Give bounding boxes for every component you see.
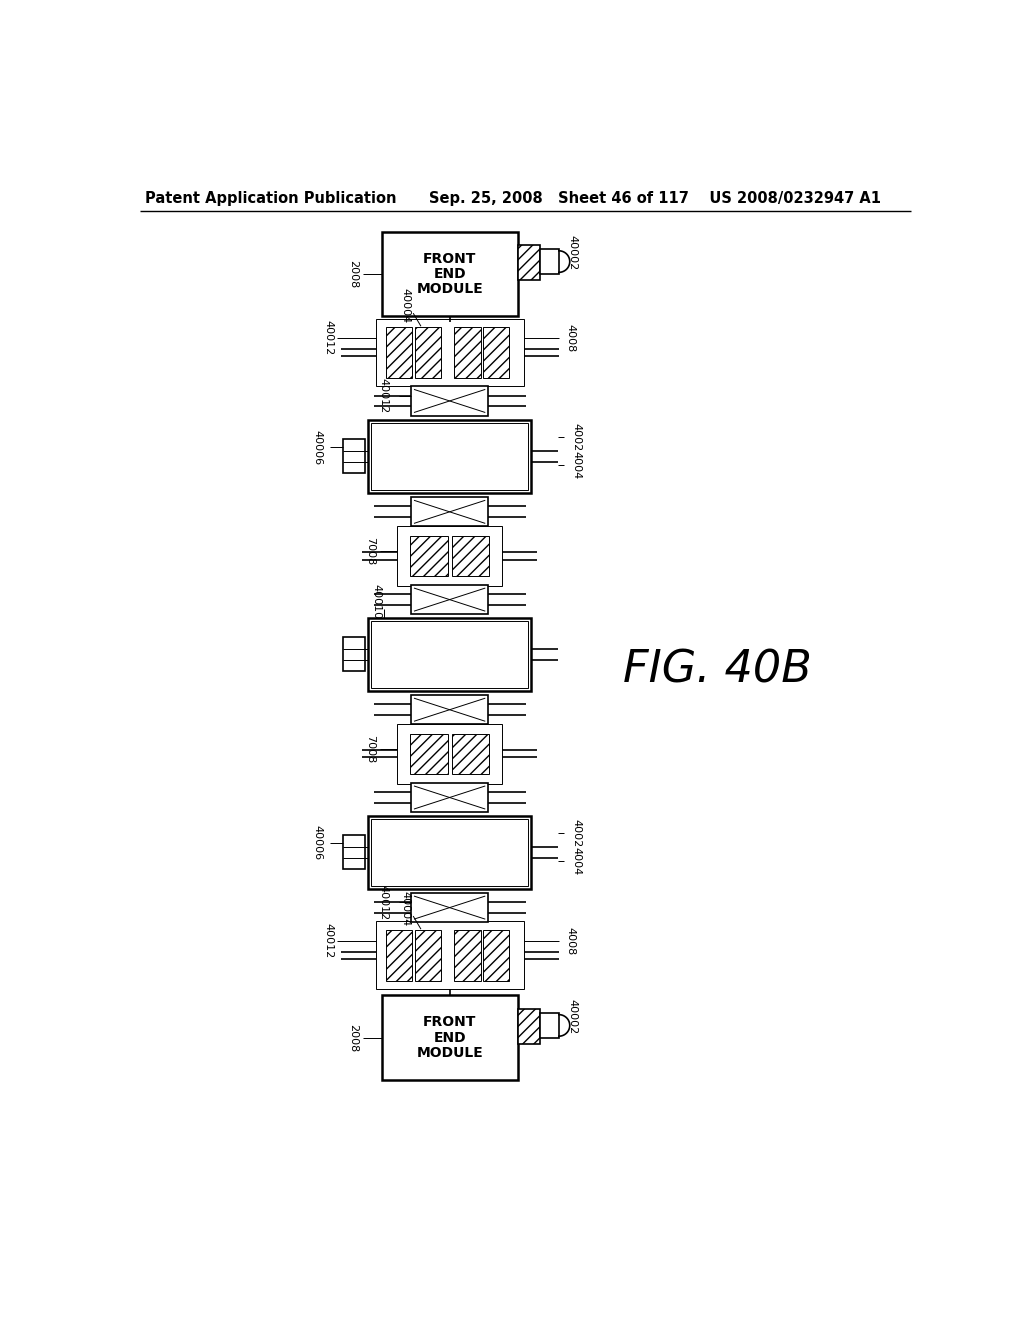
Text: 40006: 40006 xyxy=(313,429,323,465)
Bar xyxy=(411,783,488,812)
Bar xyxy=(376,921,524,989)
Text: 4004: 4004 xyxy=(571,450,581,479)
Bar xyxy=(411,892,488,923)
Bar xyxy=(372,424,528,490)
Bar xyxy=(382,995,518,1080)
Bar xyxy=(375,836,417,847)
Bar xyxy=(477,428,524,486)
Bar xyxy=(375,862,417,874)
Bar xyxy=(410,536,447,576)
Bar xyxy=(386,327,413,378)
Bar xyxy=(343,440,366,474)
Text: 2008: 2008 xyxy=(348,260,357,288)
Bar xyxy=(372,622,528,688)
Text: 7008: 7008 xyxy=(366,735,376,763)
Text: 7008: 7008 xyxy=(366,537,376,565)
Text: 4008: 4008 xyxy=(565,323,575,352)
Text: MODULE: MODULE xyxy=(416,1047,483,1060)
Bar xyxy=(455,929,480,981)
Bar xyxy=(452,734,489,774)
Bar xyxy=(343,638,366,671)
Bar xyxy=(375,428,417,440)
Text: MODULE: MODULE xyxy=(416,282,483,296)
Text: 40004: 40004 xyxy=(400,891,411,927)
Bar xyxy=(375,645,414,660)
Bar xyxy=(375,441,417,451)
Bar xyxy=(375,664,414,680)
Bar xyxy=(397,525,503,586)
Bar xyxy=(369,420,531,494)
Bar xyxy=(540,249,559,275)
Bar xyxy=(369,618,531,692)
Bar xyxy=(518,246,540,280)
Text: Sep. 25, 2008   Sheet 46 of 117    US 2008/0232947 A1: Sep. 25, 2008 Sheet 46 of 117 US 2008/02… xyxy=(429,191,881,206)
Bar xyxy=(375,466,417,478)
Bar xyxy=(518,1010,540,1044)
Bar xyxy=(411,696,488,725)
Bar xyxy=(369,816,531,890)
Text: 40012: 40012 xyxy=(379,378,389,413)
Text: 40012: 40012 xyxy=(379,884,389,920)
Text: 4002: 4002 xyxy=(571,422,581,451)
Bar xyxy=(477,824,524,882)
Bar xyxy=(477,626,524,684)
Text: 2008: 2008 xyxy=(348,1023,357,1052)
Bar xyxy=(483,929,509,981)
Bar xyxy=(411,585,488,614)
Text: 40012: 40012 xyxy=(323,923,333,958)
Bar xyxy=(415,929,441,981)
Bar xyxy=(483,327,509,378)
Text: 40006: 40006 xyxy=(313,825,323,861)
Bar xyxy=(375,453,417,465)
Text: 40010: 40010 xyxy=(371,583,381,619)
Bar xyxy=(411,387,488,416)
Text: FRONT: FRONT xyxy=(423,1015,476,1030)
Text: 4004: 4004 xyxy=(571,846,581,875)
Bar xyxy=(382,231,518,317)
Text: END: END xyxy=(433,1031,466,1044)
Bar xyxy=(375,849,417,861)
Bar xyxy=(386,929,413,981)
Bar xyxy=(343,836,366,869)
Bar xyxy=(452,536,489,576)
Text: FRONT: FRONT xyxy=(423,252,476,265)
Bar xyxy=(376,318,524,387)
Bar xyxy=(397,723,503,784)
Text: 4008: 4008 xyxy=(565,927,575,954)
Text: 40004: 40004 xyxy=(400,288,411,323)
Bar xyxy=(375,824,417,836)
Text: Patent Application Publication: Patent Application Publication xyxy=(145,191,396,206)
Text: 4002: 4002 xyxy=(571,818,581,847)
Text: 40002: 40002 xyxy=(567,235,578,271)
Bar xyxy=(415,327,441,378)
Bar xyxy=(375,626,414,642)
Text: END: END xyxy=(433,267,466,281)
Text: FIG. 40B: FIG. 40B xyxy=(623,649,811,692)
Text: 40002: 40002 xyxy=(567,999,578,1035)
Bar xyxy=(455,327,480,378)
Bar xyxy=(411,498,488,527)
Bar xyxy=(372,818,528,886)
Text: 40012: 40012 xyxy=(323,321,333,355)
Bar xyxy=(540,1014,559,1038)
Bar xyxy=(410,734,447,774)
